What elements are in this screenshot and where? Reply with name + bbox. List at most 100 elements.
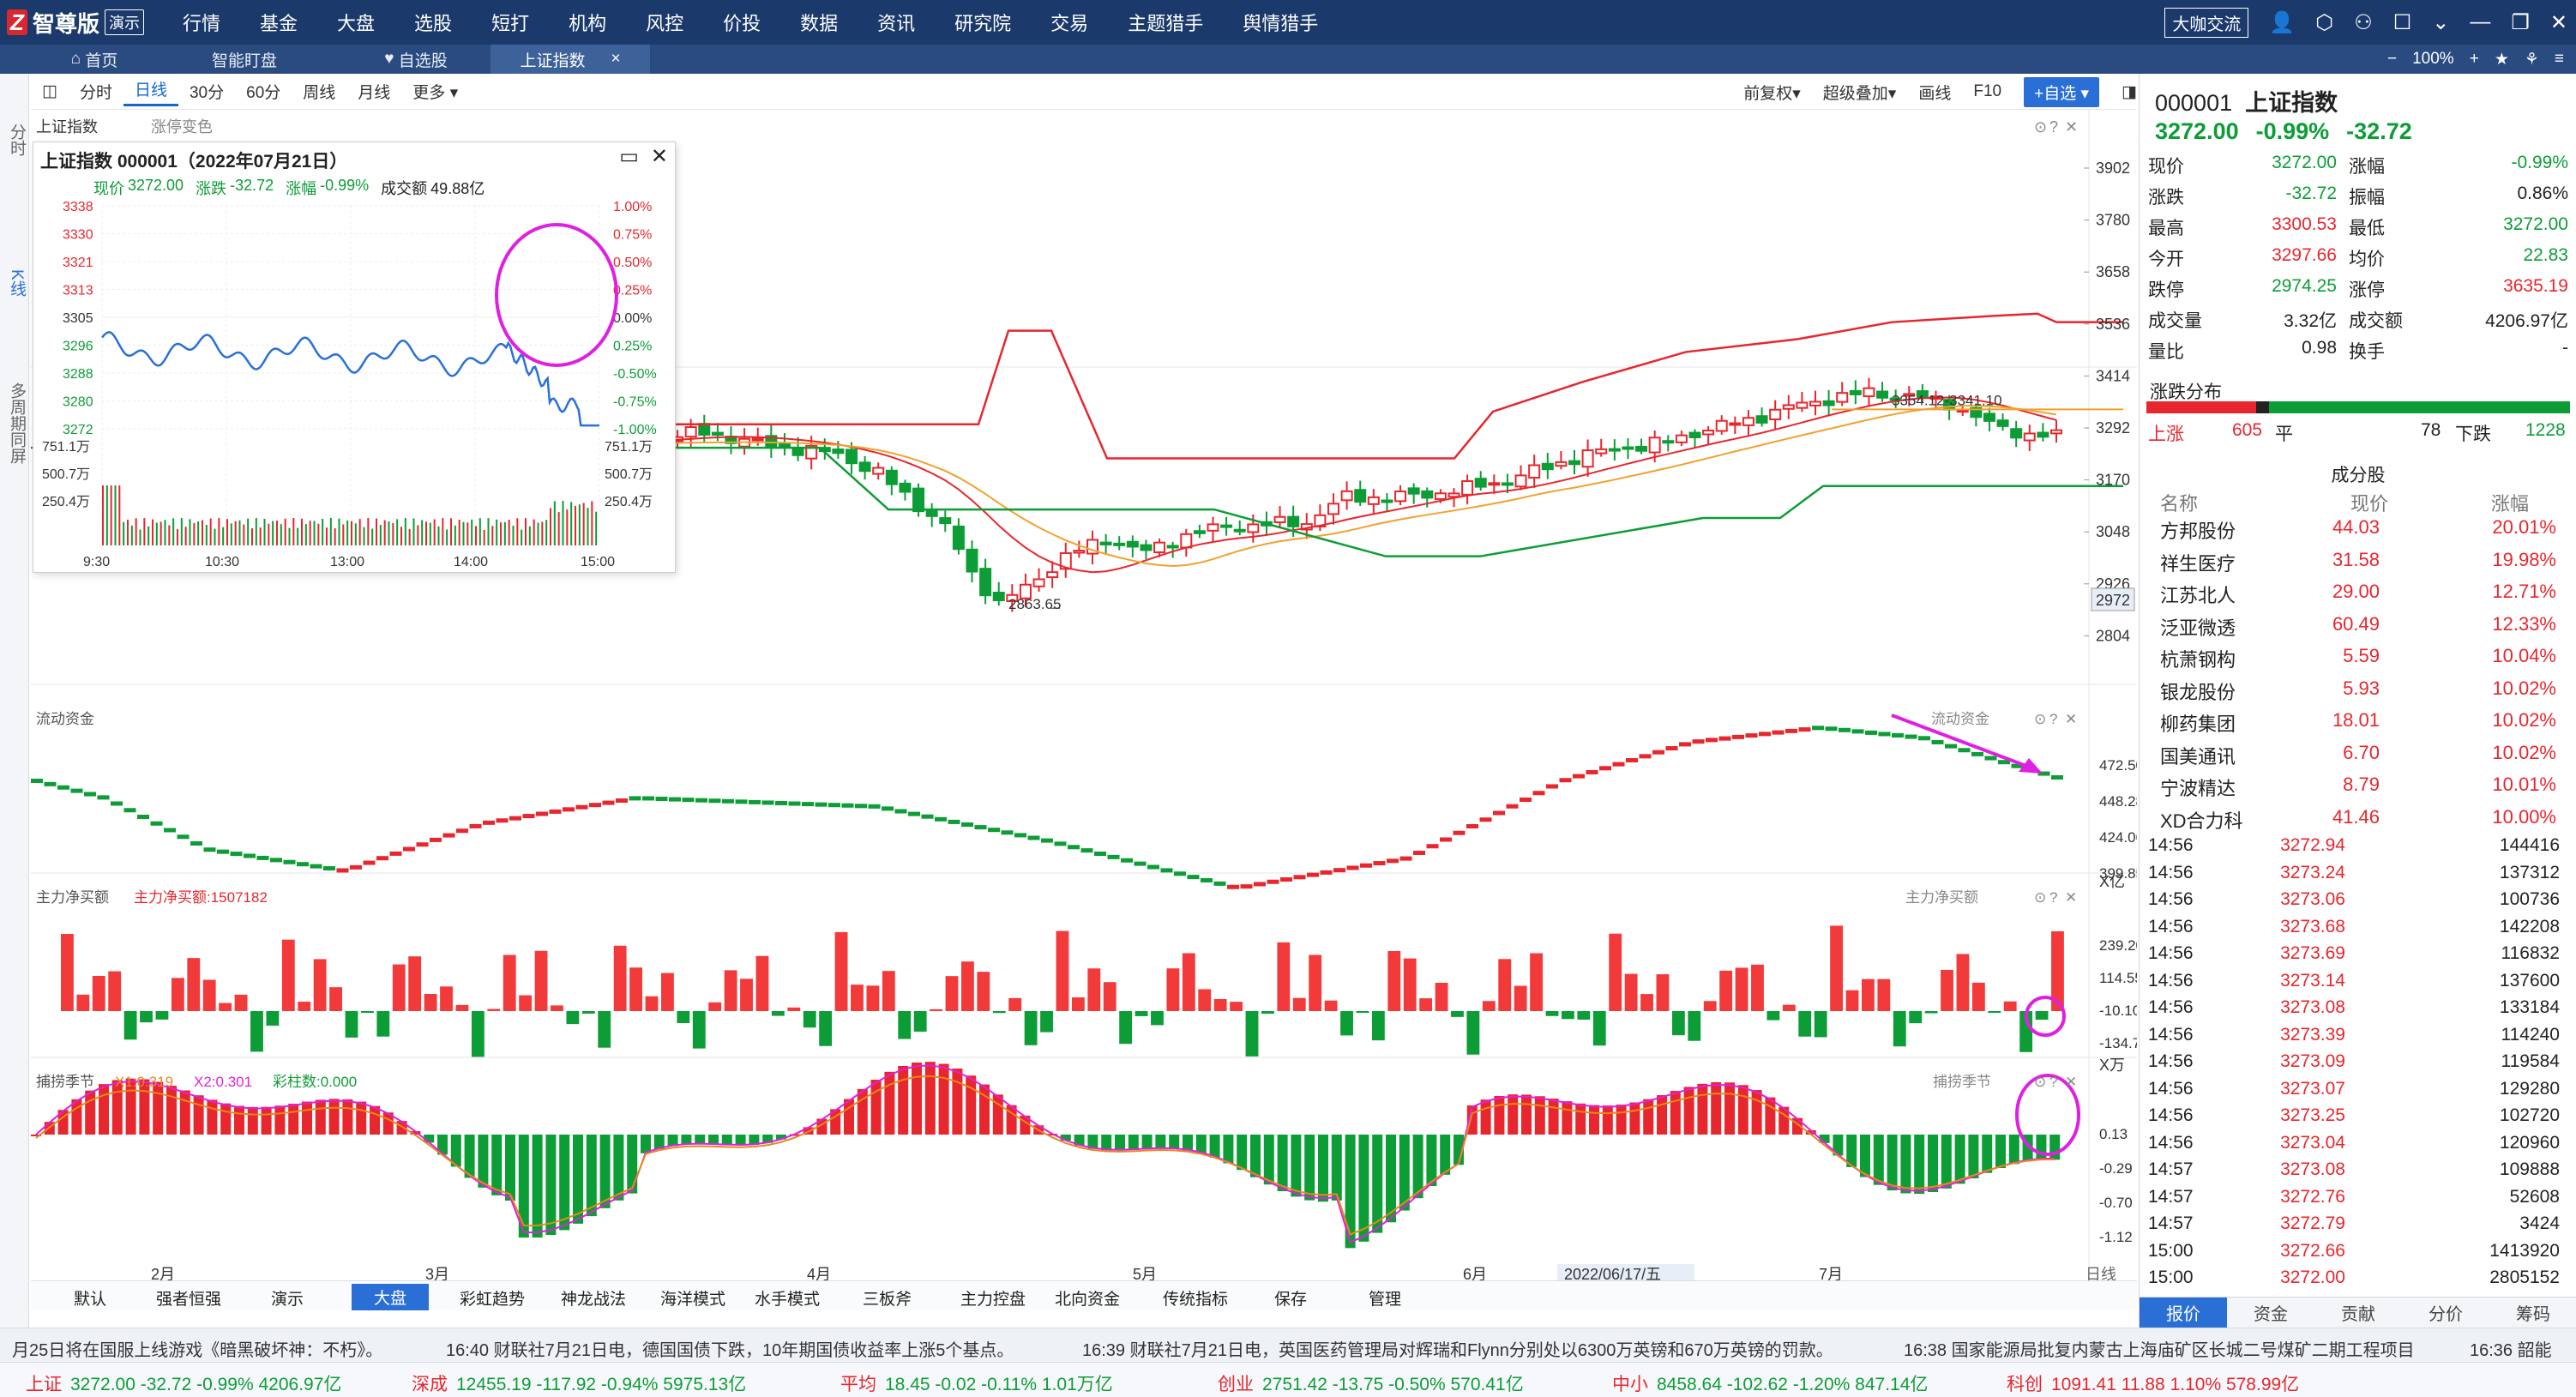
comp-row[interactable]: 国美通讯 6.70 10.02%	[2148, 738, 2568, 769]
tab-home[interactable]: ⌂ 首页	[34, 45, 154, 74]
panel-toggle-icon[interactable]: ◨	[2122, 82, 2137, 101]
close-icon[interactable]: ✕	[2065, 118, 2078, 135]
layout-icon[interactable]: ◫	[42, 82, 57, 100]
template-tab[interactable]: 三板斧	[863, 1291, 912, 1309]
adjust-select[interactable]: 前复权▾	[1743, 84, 1801, 103]
template-tab[interactable]: 传统指标	[1163, 1291, 1229, 1309]
period-item[interactable]: 分时	[79, 84, 112, 102]
close-icon[interactable]: ✕	[2549, 10, 2567, 34]
period-item[interactable]: 30分	[189, 84, 225, 102]
settings-icon[interactable]: ⊙	[2034, 711, 2046, 727]
index-name[interactable]: 创业	[1218, 1375, 1254, 1394]
quote-panel-tab[interactable]: 资金	[2227, 1298, 2314, 1328]
quote-panel-tab[interactable]: 分价	[2402, 1298, 2489, 1328]
template-tab[interactable]: 北向资金	[1055, 1291, 1121, 1309]
help-icon[interactable]: ?	[2049, 711, 2057, 727]
ticker-item[interactable]: 16:36 韶能	[2470, 1341, 2552, 1360]
menu-item[interactable]: 大盘	[337, 13, 376, 34]
rail-intraday[interactable]: 分时	[8, 123, 26, 156]
message-icon[interactable]: ☐	[2392, 10, 2412, 34]
period-item-active[interactable]: 日线	[123, 77, 178, 106]
tab-smart-watch[interactable]: 智能盯盘	[172, 45, 317, 74]
index-name[interactable]: 深成	[412, 1375, 448, 1394]
settings-icon[interactable]: ⊙	[2034, 118, 2047, 135]
ticker-item[interactable]: 16:38 国家能源局批复内蒙古上海庙矿区长城二号煤矿二期工程项目	[1904, 1341, 2415, 1360]
menu-item[interactable]: 数据	[800, 13, 839, 34]
period-item[interactable]: 月线	[358, 84, 391, 102]
template-tab[interactable]: 演示	[271, 1291, 304, 1309]
tab-sh-index[interactable]: 上证指数 ×	[491, 45, 650, 74]
draw-line-button[interactable]: 画线	[1918, 84, 1952, 103]
share-icon[interactable]: ⚘	[2524, 50, 2539, 69]
close-icon[interactable]: ✕	[2065, 711, 2077, 727]
template-tab[interactable]: 水手模式	[755, 1291, 821, 1309]
menu-item[interactable]: 基金	[260, 13, 298, 34]
tab-watchlist[interactable]: ♥ 自选股	[343, 45, 489, 74]
period-more[interactable]: 更多 ▾	[412, 84, 459, 102]
close-icon[interactable]: ✕	[650, 145, 668, 168]
template-tab[interactable]: 保存	[1274, 1291, 1308, 1309]
comp-row[interactable]: 柳药集团 18.01 10.02%	[2148, 706, 2568, 737]
menu-item[interactable]: 交易	[1050, 13, 1089, 34]
menu-item[interactable]: 价投	[723, 13, 761, 34]
index-name[interactable]: 上证	[26, 1375, 62, 1394]
restore-icon[interactable]: ❐	[2511, 10, 2530, 34]
menu-item[interactable]: 短打	[491, 13, 530, 34]
close-icon[interactable]: ✕	[2065, 889, 2077, 906]
settings-icon[interactable]: ⬡	[2315, 10, 2334, 34]
skin-icon[interactable]: ⚇	[2354, 10, 2373, 34]
template-tab[interactable]: 彩虹趋势	[460, 1291, 526, 1309]
menu-item[interactable]: 风控	[646, 13, 684, 34]
comp-row[interactable]: 江苏北人 29.00 12.71%	[2148, 577, 2568, 608]
comp-row[interactable]: 宁波精达 8.79 10.01%	[2148, 770, 2568, 801]
help-icon[interactable]: ?	[2049, 889, 2057, 906]
f10-button[interactable]: F10	[1973, 82, 2002, 100]
dropdown-icon[interactable]: ⌄	[2432, 10, 2450, 34]
zoom-in-icon[interactable]: +	[2469, 50, 2479, 68]
comp-row[interactable]: 祥生医疗 31.58 19.98%	[2148, 545, 2568, 576]
dakai-button[interactable]: 大咖交流	[2164, 7, 2249, 38]
ticker-item[interactable]: 16:39 财联社7月21日电，英国医药管理局对辉瑞和Flynn分别处以6300…	[1082, 1341, 1833, 1360]
intraday-popup[interactable]: 上证指数 000001（2022年07月21日） ▭ ✕ 现价 3272.00 …	[33, 142, 676, 573]
news-ticker[interactable]: 月25日将在国服上线游戏《暗黑破坏神：不朽》。 16:40 财联社7月21日电，德…	[0, 1328, 2576, 1362]
menu-item[interactable]: 主题猎手	[1128, 13, 1204, 34]
user-icon[interactable]: 👤	[2269, 10, 2296, 34]
menu-item[interactable]: 机构	[569, 13, 607, 34]
quote-panel-tab[interactable]: 贡献	[2314, 1298, 2402, 1328]
add-watch-button[interactable]: +自选 ▾	[2024, 76, 2100, 107]
close-icon[interactable]: ✕	[2065, 1074, 2077, 1090]
ticker-item[interactable]: 月25日将在国服上线游戏《暗黑破坏神：不朽》。	[12, 1341, 383, 1360]
index-name[interactable]: 科创	[2007, 1375, 2043, 1394]
menu-item[interactable]: 行情	[183, 13, 221, 34]
tab-close-icon[interactable]: ×	[611, 50, 621, 68]
index-name[interactable]: 平均	[840, 1375, 876, 1394]
tab-menu-icon[interactable]: ≡	[2554, 50, 2564, 68]
rail-kline[interactable]: K线	[8, 269, 26, 297]
zoom-out-icon[interactable]: −	[2386, 50, 2398, 68]
period-item[interactable]: 周线	[303, 84, 336, 102]
menu-item[interactable]: 研究院	[954, 13, 1012, 34]
template-tab[interactable]: 默认	[74, 1291, 107, 1309]
minimize-icon[interactable]: ▭	[619, 145, 639, 168]
comp-row[interactable]: 泛亚微透 60.49 12.33%	[2148, 610, 2568, 641]
ticker-item[interactable]: 16:40 财联社7月21日电，德国国债下跌，10年期国债收益率上涨5个基点。	[446, 1341, 1014, 1360]
help-icon[interactable]: ?	[2049, 1074, 2057, 1090]
menu-item[interactable]: 选股	[414, 13, 453, 34]
quote-panel-tab[interactable]: 筹码	[2489, 1298, 2576, 1328]
template-tab[interactable]: 大盘	[352, 1284, 430, 1310]
template-tab[interactable]: 神龙战法	[561, 1291, 627, 1309]
settings-icon[interactable]: ⊙	[2034, 889, 2046, 906]
template-tab[interactable]: 强者恒强	[156, 1291, 222, 1309]
index-name[interactable]: 中小	[1612, 1375, 1648, 1394]
quote-panel-tab[interactable]: 报价	[2140, 1298, 2227, 1328]
comp-row[interactable]: 方邦股份 44.03 20.01%	[2148, 513, 2568, 544]
comp-row[interactable]: XD合力科 41.46 10.00%	[2148, 803, 2568, 834]
menu-item[interactable]: 资讯	[877, 13, 916, 34]
period-item[interactable]: 60分	[246, 84, 281, 102]
minimize-icon[interactable]: —	[2470, 10, 2491, 33]
overlay-select[interactable]: 超级叠加▾	[1822, 84, 1897, 103]
star-icon[interactable]: ★	[2494, 50, 2509, 69]
comp-row[interactable]: 银龙股份 5.93 10.02%	[2148, 674, 2568, 705]
help-icon[interactable]: ?	[2049, 118, 2058, 135]
template-tab[interactable]: 海洋模式	[660, 1291, 726, 1309]
